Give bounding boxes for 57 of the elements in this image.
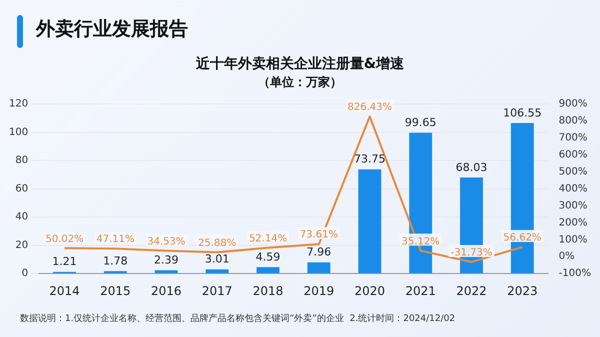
y-tick-label: 40: [15, 212, 28, 223]
x-tick-label: 2021: [405, 284, 436, 298]
x-tick-label: 2017: [202, 284, 232, 298]
y2-tick-label: 700%: [558, 132, 588, 144]
y2-tick-label: 300%: [558, 200, 588, 212]
data-label: 73.75: [354, 152, 386, 166]
bar: [256, 267, 280, 274]
data-label: 3.01: [204, 252, 230, 266]
y2-tick-label: 500%: [558, 166, 588, 178]
data-label: 4.59: [256, 250, 280, 264]
text: （单位：万家）: [257, 74, 343, 91]
data-label: 47.11%: [96, 234, 134, 246]
data-label: 52.14%: [248, 233, 288, 244]
y2-tick-label: 400%: [558, 183, 588, 194]
y-tick-label: 0: [22, 268, 28, 280]
x-tick-label: 2016: [150, 284, 182, 298]
data-label: 2.39: [154, 254, 179, 267]
x-tick-label: 2014: [49, 284, 80, 298]
data-label: 73.61%: [300, 230, 338, 241]
y-tick-label: 60: [15, 183, 28, 194]
y-tick-label: 100: [8, 126, 28, 138]
data-label: 68.03: [456, 160, 488, 174]
y-tick-label: 80: [15, 155, 28, 166]
x-tick-label: 2018: [252, 284, 284, 298]
bar: [358, 169, 382, 274]
x-tick-label: 2020: [354, 284, 386, 298]
x-tick-label: 2022: [456, 284, 487, 298]
x-tick-label: 2015: [100, 284, 131, 298]
bar: [206, 269, 229, 274]
text: 数据说明：1.仅统计企业名称、经营范围、品牌产品名称包含关键词“外卖”的企业 2.统计时间：2024/12/02: [20, 312, 456, 325]
y2-tick-label: 200%: [558, 217, 588, 228]
y2-tick-label: 800%: [558, 116, 588, 127]
data-label: 99.65: [404, 116, 436, 130]
y-tick-label: 120: [8, 98, 28, 110]
y2-tick-label: 0%: [558, 251, 575, 262]
data-label: 1.21: [52, 255, 77, 268]
chart-subtitle: 近十年外卖相关企业注册量&增速: [194, 55, 406, 73]
data-label: 50.02%: [45, 234, 84, 245]
y-tick-label: 20: [15, 240, 28, 251]
bar: [307, 262, 330, 274]
bar: [154, 270, 178, 274]
data-label: 34.53%: [147, 236, 186, 248]
data-label: 35.12%: [402, 236, 440, 248]
chart-title: 外卖行业发展报告: [36, 17, 188, 42]
data-label: 25.88%: [198, 238, 236, 249]
data-label: 826.43%: [348, 102, 392, 114]
y2-tick-label: 100%: [558, 234, 588, 246]
data-label: 56.62%: [503, 232, 542, 244]
data-label: 7.96: [306, 246, 332, 259]
x-tick-label: 2023: [507, 284, 538, 298]
x-tick-label: 2019: [304, 284, 334, 298]
y2-tick-label: 900%: [558, 98, 588, 110]
data-label: 1.78: [103, 254, 128, 268]
y2-tick-label: 600%: [558, 149, 588, 160]
y2-tick-label: -100%: [558, 268, 592, 280]
data-label: 106.55: [503, 106, 542, 120]
data-label: -31.73%: [450, 248, 492, 259]
